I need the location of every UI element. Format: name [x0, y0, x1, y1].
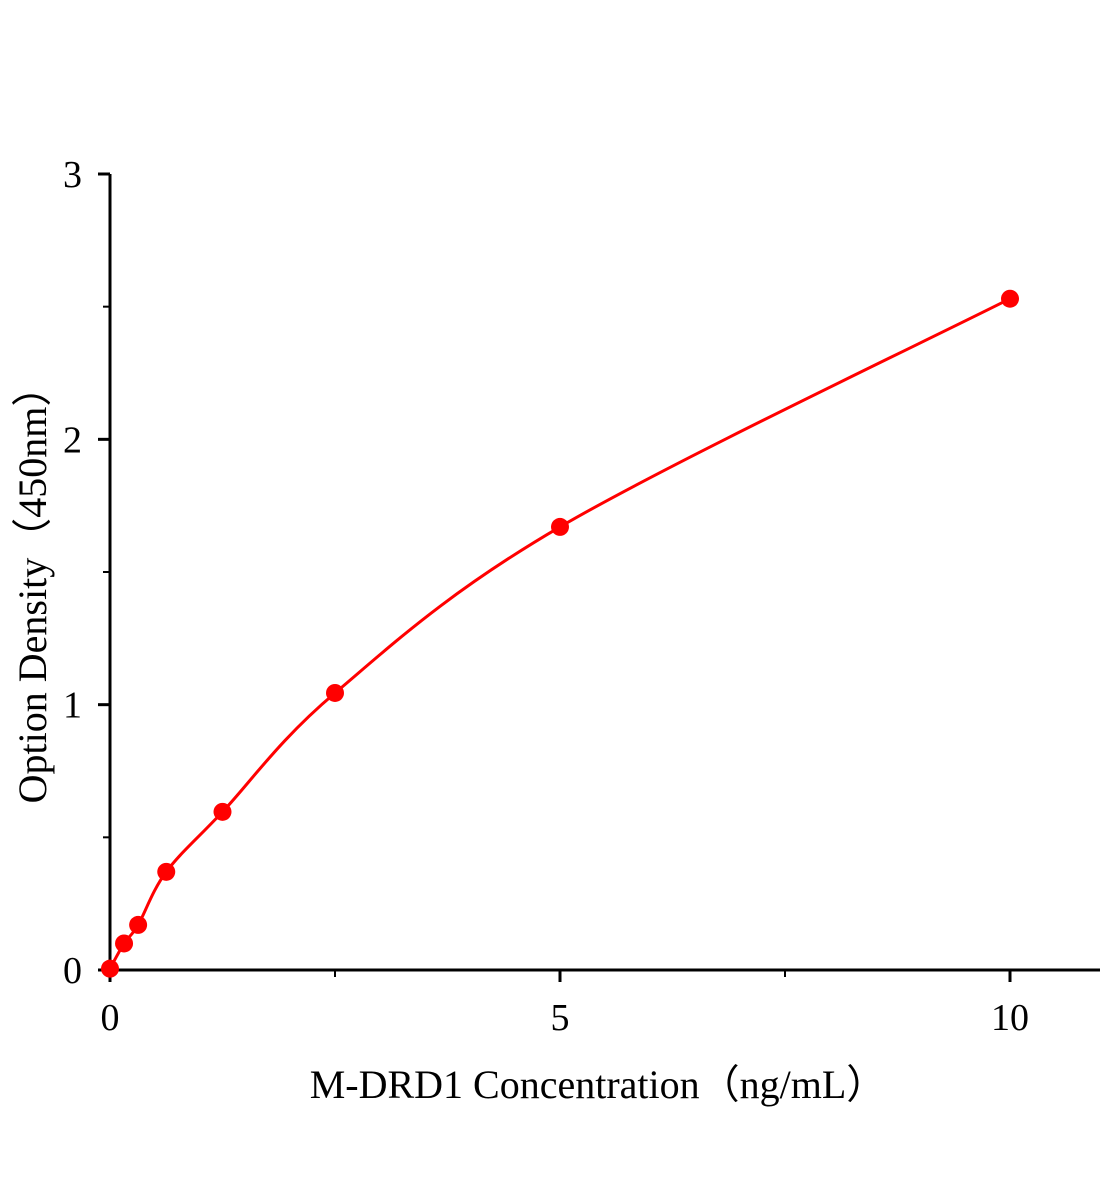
y-tick-label: 1 [63, 685, 82, 727]
y-axis-label: Option Density（450nm） [10, 367, 55, 804]
data-point [157, 862, 176, 881]
axes: 0 5 10 0 1 2 3 [63, 154, 1100, 1039]
y-tick-label: 2 [63, 419, 82, 461]
y-tick-label: 3 [63, 154, 82, 196]
data-point [551, 517, 569, 536]
data-point [1001, 289, 1019, 308]
fit-curve [108, 297, 1011, 970]
data-point [101, 959, 119, 978]
data-points [101, 289, 1019, 978]
data-point [326, 683, 344, 702]
x-tick-label: 0 [101, 997, 120, 1039]
data-point [115, 934, 134, 953]
data-point [213, 802, 232, 821]
data-point [129, 915, 148, 934]
y-tick-label: 0 [63, 950, 82, 992]
x-tick-label: 5 [551, 997, 570, 1039]
x-axis-label: M-DRD1 Concentration（ng/mL） [310, 1062, 887, 1107]
x-tick-label: 10 [991, 997, 1029, 1039]
